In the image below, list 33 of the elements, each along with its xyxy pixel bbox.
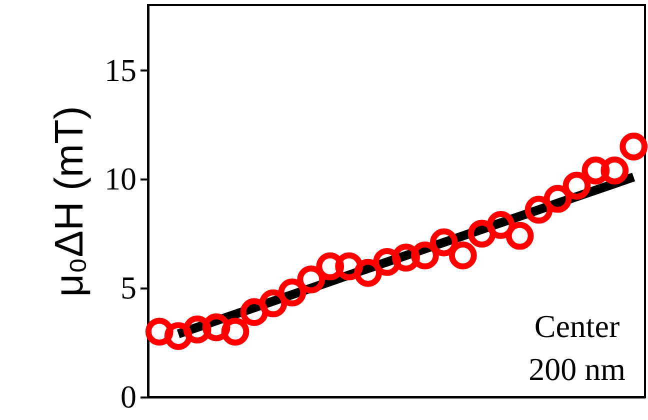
annotation: 200 nm (528, 351, 626, 387)
point (582, 156, 610, 184)
point (468, 220, 496, 248)
point (506, 222, 534, 250)
point (544, 184, 572, 213)
annotation: Center (534, 308, 620, 344)
point (278, 278, 306, 306)
point (620, 132, 648, 160)
y-tick-label: 5 (120, 270, 136, 306)
point (354, 258, 382, 287)
y-tick-label: 0 (120, 378, 136, 414)
point (486, 211, 515, 239)
point (335, 252, 364, 280)
point (316, 252, 344, 280)
point (183, 316, 212, 344)
point (430, 228, 458, 256)
point (448, 242, 477, 270)
y-tick-label: 15 (104, 52, 136, 88)
y-tick-label: 10 (104, 160, 136, 197)
y-axis-title: μ₀ΔH (mT) (48, 106, 92, 297)
point (221, 318, 250, 346)
point (562, 172, 591, 200)
point (145, 318, 174, 346)
point (373, 248, 401, 276)
point (240, 298, 268, 326)
point (524, 196, 553, 224)
point (411, 242, 439, 270)
point (297, 265, 326, 294)
point (600, 156, 629, 184)
point (392, 244, 420, 272)
point (164, 322, 192, 350)
point (259, 289, 288, 318)
point (202, 313, 230, 342)
